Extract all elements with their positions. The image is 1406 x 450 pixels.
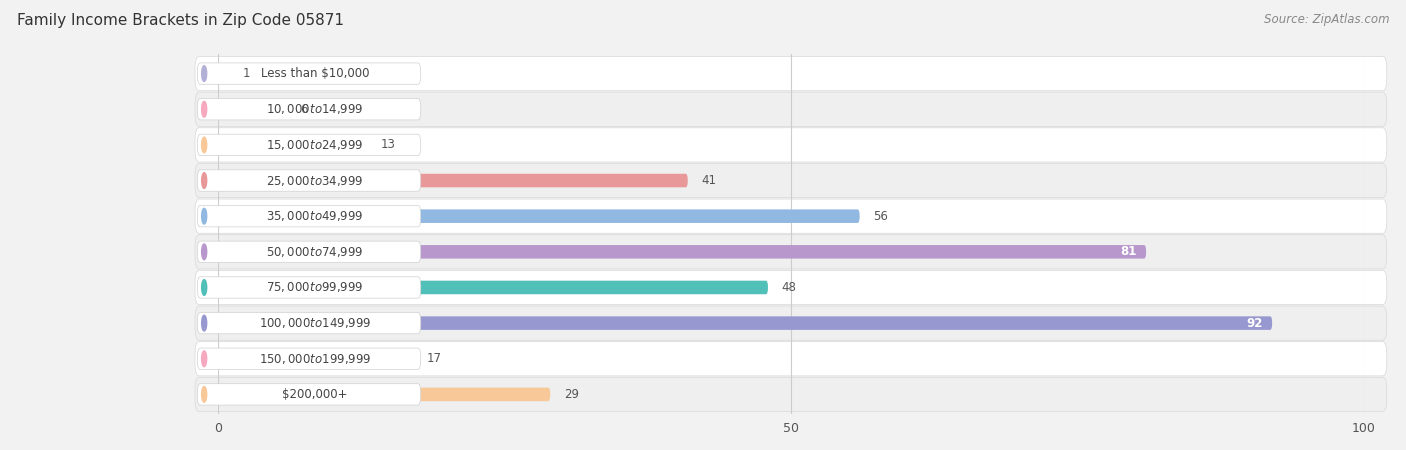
Text: $50,000 to $74,999: $50,000 to $74,999: [266, 245, 364, 259]
Circle shape: [201, 351, 207, 367]
FancyBboxPatch shape: [218, 174, 688, 187]
FancyBboxPatch shape: [218, 209, 859, 223]
Text: 56: 56: [873, 210, 889, 223]
FancyBboxPatch shape: [195, 306, 1386, 340]
Text: 92: 92: [1247, 317, 1263, 329]
FancyBboxPatch shape: [218, 281, 768, 294]
Text: 48: 48: [782, 281, 797, 294]
Text: $35,000 to $49,999: $35,000 to $49,999: [266, 209, 364, 223]
Text: $150,000 to $199,999: $150,000 to $199,999: [259, 352, 371, 366]
Text: Family Income Brackets in Zip Code 05871: Family Income Brackets in Zip Code 05871: [17, 14, 344, 28]
Circle shape: [201, 387, 207, 402]
Text: $15,000 to $24,999: $15,000 to $24,999: [266, 138, 364, 152]
FancyBboxPatch shape: [195, 270, 1386, 305]
FancyBboxPatch shape: [195, 92, 1386, 126]
FancyBboxPatch shape: [197, 99, 420, 120]
Text: $10,000 to $14,999: $10,000 to $14,999: [266, 102, 364, 116]
Text: 29: 29: [564, 388, 579, 401]
FancyBboxPatch shape: [195, 163, 1386, 198]
Circle shape: [201, 137, 207, 153]
Text: 17: 17: [426, 352, 441, 365]
Circle shape: [201, 101, 207, 117]
Text: 41: 41: [702, 174, 717, 187]
FancyBboxPatch shape: [218, 352, 413, 365]
Text: 81: 81: [1121, 245, 1137, 258]
Circle shape: [201, 244, 207, 260]
FancyBboxPatch shape: [197, 134, 420, 156]
Text: Less than $10,000: Less than $10,000: [260, 67, 368, 80]
FancyBboxPatch shape: [195, 199, 1386, 233]
FancyBboxPatch shape: [197, 206, 420, 227]
FancyBboxPatch shape: [195, 342, 1386, 376]
Text: $200,000+: $200,000+: [283, 388, 347, 401]
FancyBboxPatch shape: [197, 63, 420, 84]
Circle shape: [201, 208, 207, 224]
FancyBboxPatch shape: [197, 241, 420, 262]
FancyBboxPatch shape: [195, 128, 1386, 162]
FancyBboxPatch shape: [218, 316, 1272, 330]
FancyBboxPatch shape: [218, 67, 229, 81]
FancyBboxPatch shape: [197, 348, 420, 369]
FancyBboxPatch shape: [195, 57, 1386, 91]
Circle shape: [201, 279, 207, 295]
FancyBboxPatch shape: [218, 387, 550, 401]
Text: 1: 1: [243, 67, 250, 80]
FancyBboxPatch shape: [218, 245, 1146, 259]
Text: $25,000 to $34,999: $25,000 to $34,999: [266, 174, 364, 188]
FancyBboxPatch shape: [195, 377, 1386, 411]
Circle shape: [201, 66, 207, 81]
FancyBboxPatch shape: [197, 170, 420, 191]
FancyBboxPatch shape: [197, 384, 420, 405]
Circle shape: [201, 173, 207, 189]
Text: $100,000 to $149,999: $100,000 to $149,999: [259, 316, 371, 330]
FancyBboxPatch shape: [197, 312, 420, 334]
Text: Source: ZipAtlas.com: Source: ZipAtlas.com: [1264, 14, 1389, 27]
FancyBboxPatch shape: [195, 235, 1386, 269]
FancyBboxPatch shape: [197, 277, 420, 298]
Text: 13: 13: [381, 139, 395, 151]
Text: $75,000 to $99,999: $75,000 to $99,999: [266, 280, 364, 294]
Circle shape: [201, 315, 207, 331]
FancyBboxPatch shape: [218, 103, 287, 116]
Text: 6: 6: [301, 103, 308, 116]
FancyBboxPatch shape: [218, 138, 367, 152]
